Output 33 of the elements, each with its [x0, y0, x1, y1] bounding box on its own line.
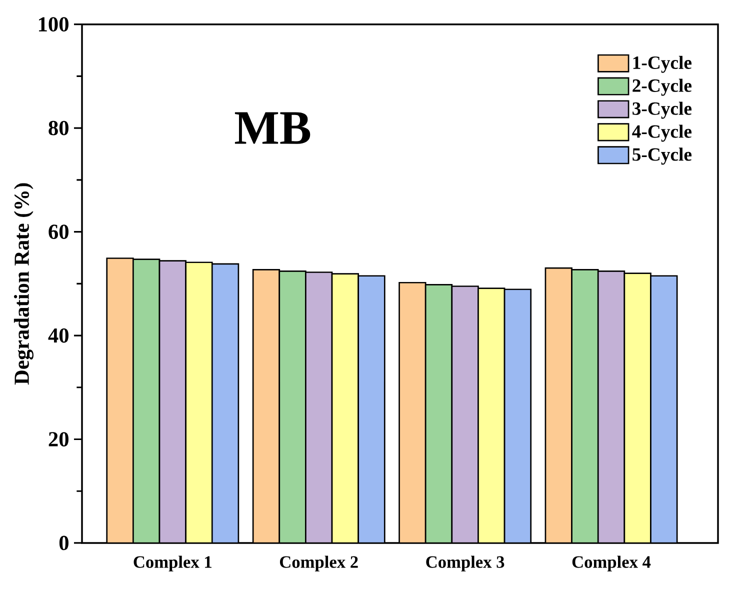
bar [478, 288, 505, 543]
bar [186, 262, 212, 543]
y-tick-label: 100 [39, 17, 68, 32]
bar [332, 274, 358, 543]
bar [650, 275, 678, 543]
x-tick-label: Complex 2 [280, 556, 358, 572]
legend-label: 3-Cycle [632, 102, 692, 119]
x-tick-label: Complex 3 [426, 556, 504, 572]
bar [597, 270, 626, 543]
annotation: MB [234, 112, 310, 144]
x-tick-label: Complex 4 [572, 556, 651, 572]
legend-label: 5-Cycle [632, 148, 692, 165]
bar [212, 264, 238, 543]
bar [624, 272, 652, 543]
bar [571, 268, 599, 543]
y-tick-label: 80 [48, 120, 68, 136]
y-tick-label: 0 [59, 536, 68, 550]
y-axis-title: Degradation Rate (%) [14, 183, 34, 385]
y-tick-label: 20 [48, 432, 68, 446]
legend-label: 4-Cycle [632, 124, 692, 142]
y-tick-label: 40 [48, 328, 68, 343]
y-tick-label: 60 [48, 224, 68, 239]
legend-label: 1-Cycle [633, 56, 692, 73]
bar [159, 260, 186, 543]
bar [426, 284, 452, 543]
bar [133, 259, 160, 543]
bar [504, 289, 531, 543]
legend-label: 2-Cycle [632, 78, 692, 96]
bar [279, 271, 306, 543]
bar [452, 286, 478, 543]
bar [306, 272, 332, 543]
x-tick-label: Complex 1 [134, 556, 212, 572]
bar [358, 276, 385, 543]
